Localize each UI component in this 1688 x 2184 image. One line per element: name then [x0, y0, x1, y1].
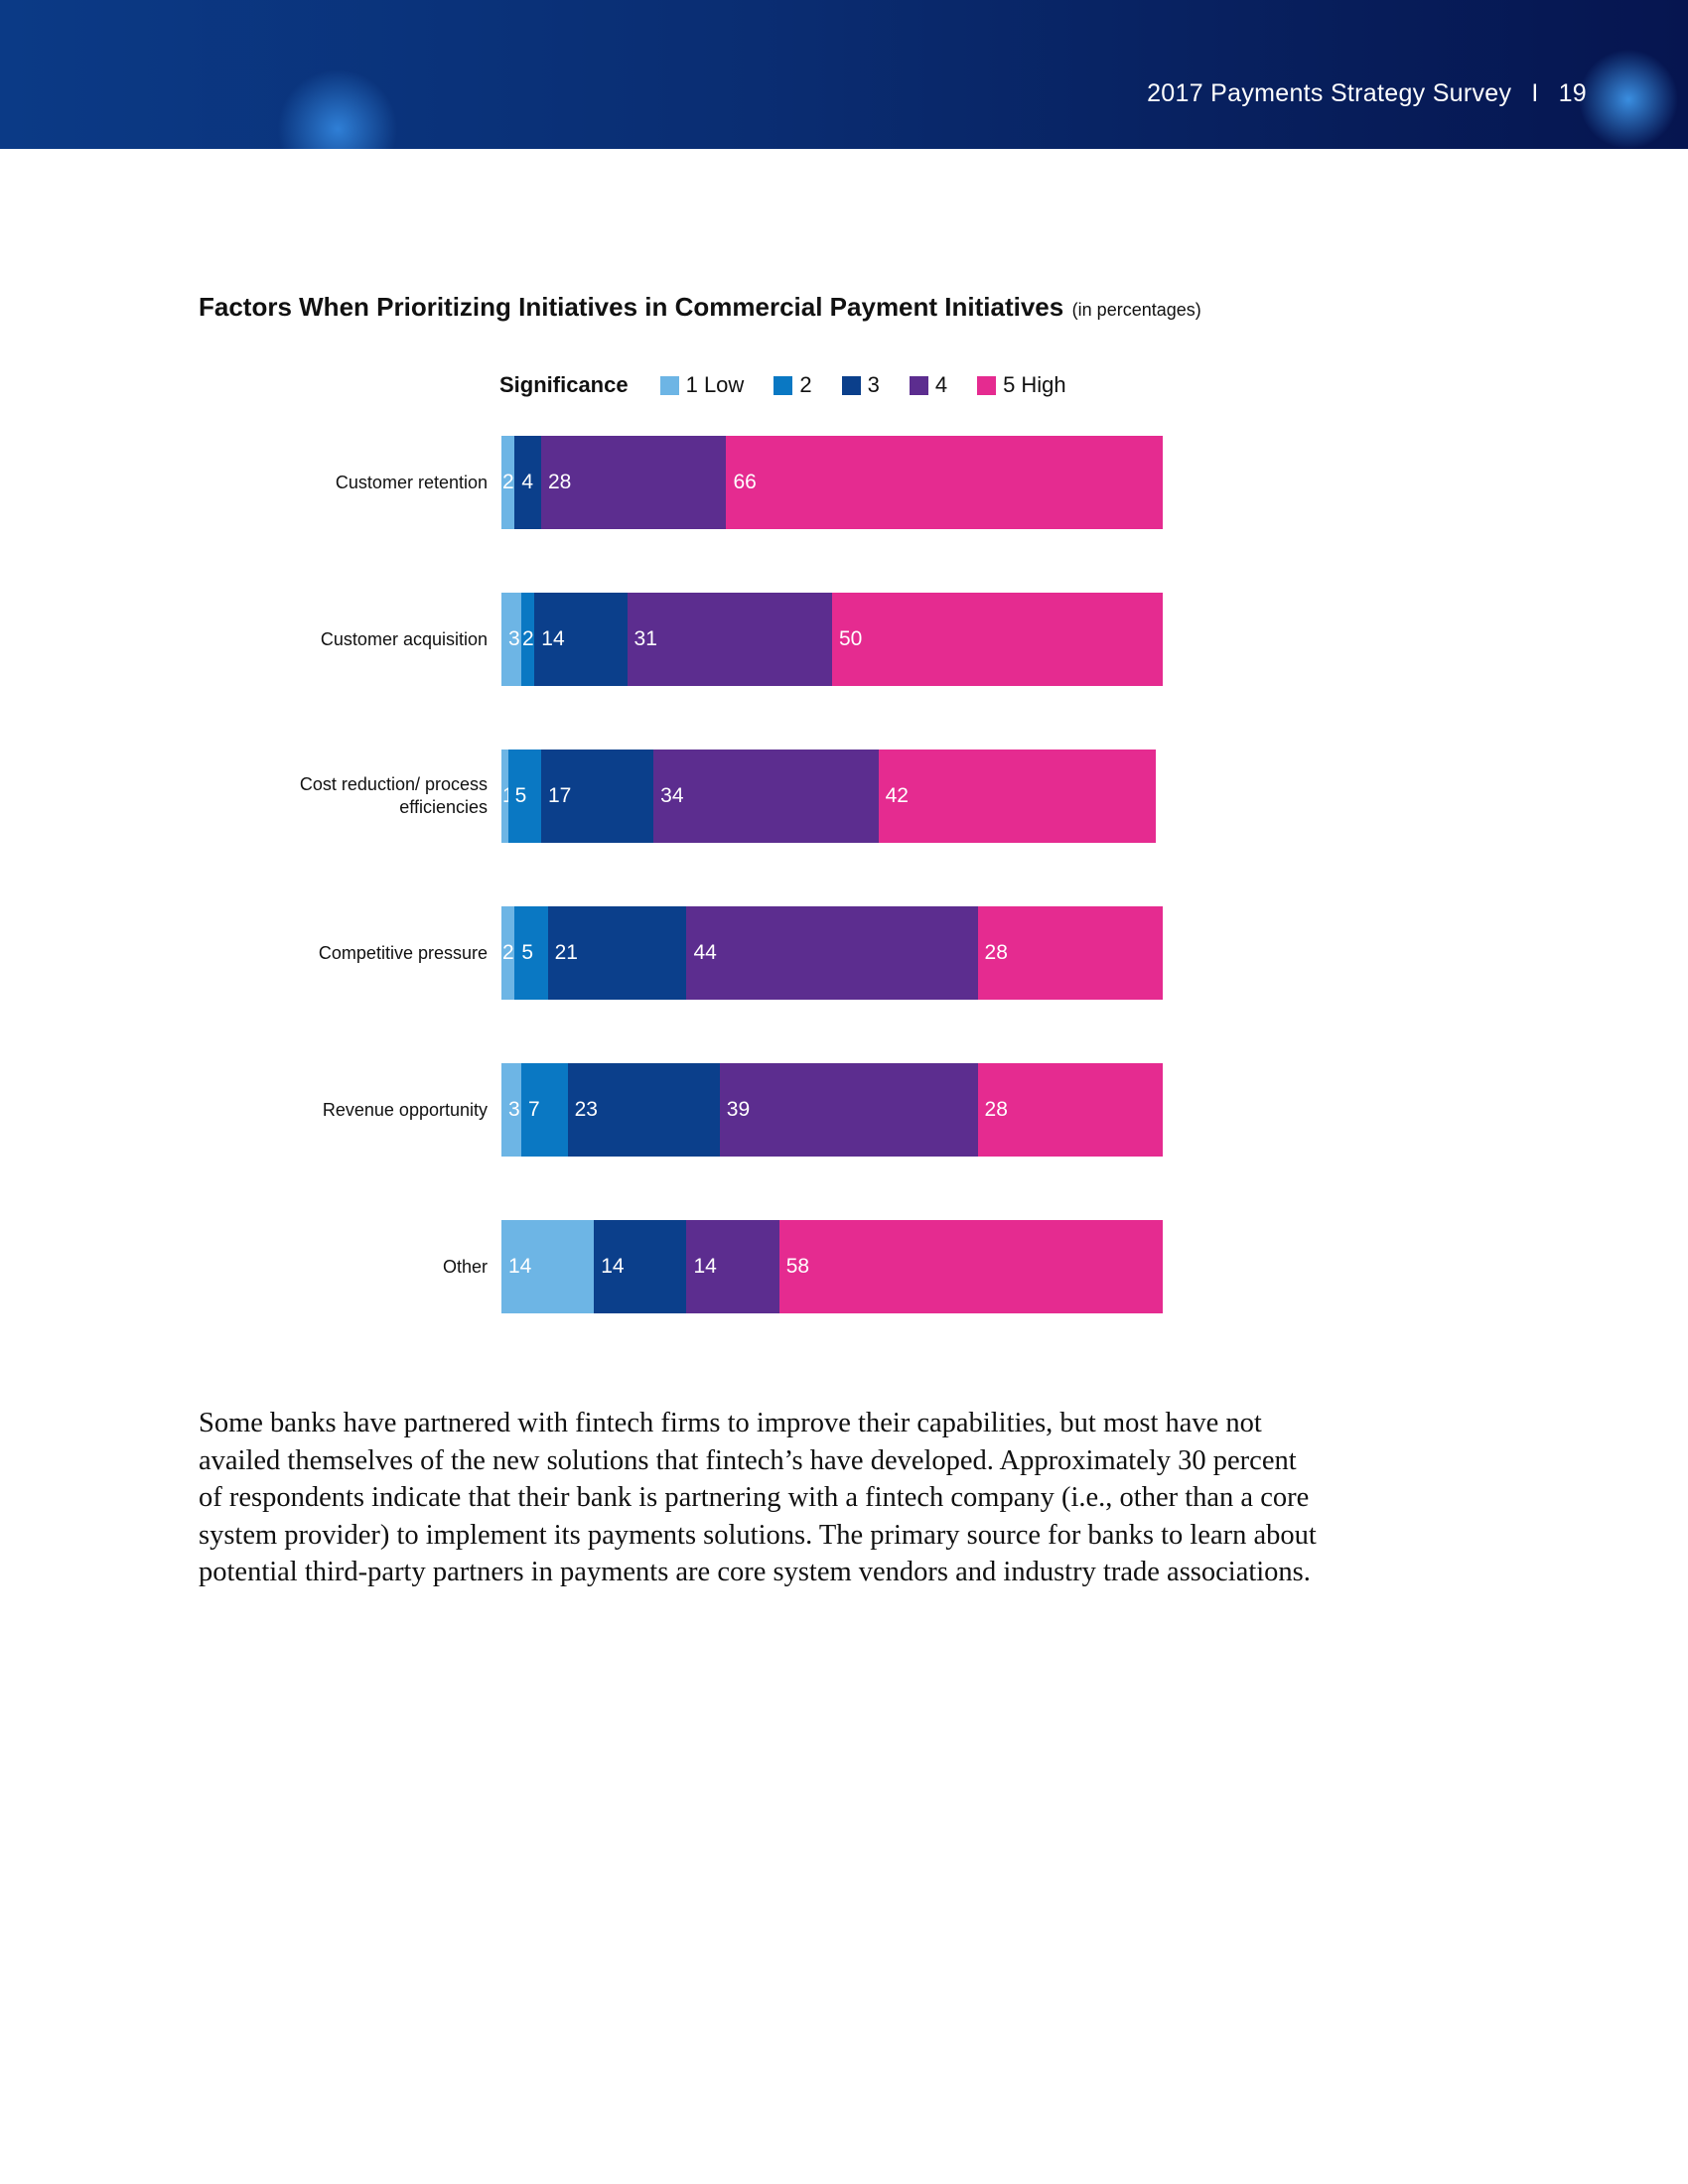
bar-segment — [540, 436, 727, 529]
bar-segment — [686, 906, 978, 1000]
legend-label: 5 High — [1003, 372, 1066, 397]
chart-title: Factors When Prioritizing Initiatives in… — [199, 292, 1064, 322]
category-label: Competitive pressure — [318, 942, 488, 963]
bar-segment — [977, 1063, 1163, 1157]
header-text: 2017 Payments Strategy Survey I 19 — [1147, 79, 1587, 108]
chart-heading: Factors When Prioritizing Initiatives in… — [199, 292, 1201, 323]
bar-segment — [567, 1063, 720, 1157]
legend-label: 1 Low — [685, 372, 745, 397]
bar-segment — [878, 750, 1157, 843]
bar-segment — [501, 1063, 521, 1157]
value-label: 7 — [527, 1098, 540, 1121]
value-label: 39 — [726, 1098, 751, 1121]
category-label: Customer acquisition — [320, 628, 488, 649]
value-label: 14 — [693, 1255, 717, 1278]
value-label: 2 — [502, 941, 514, 964]
legend-swatch — [909, 375, 928, 395]
legend-label: 2 — [799, 372, 812, 397]
bar-segment — [501, 436, 515, 529]
bar-segment — [520, 593, 535, 686]
bar-segment — [507, 750, 541, 843]
legend-item: 1 Low — [659, 372, 745, 398]
value-label: 44 — [693, 941, 717, 964]
value-label: 4 — [521, 471, 533, 493]
bar-segment — [686, 1220, 779, 1313]
legend-label: 4 — [934, 372, 948, 397]
legend-swatch — [841, 375, 861, 395]
bar-segment — [514, 436, 541, 529]
value-label: 31 — [633, 627, 657, 650]
value-label: 14 — [601, 1255, 625, 1278]
bar-segment — [540, 750, 654, 843]
value-label: 50 — [839, 627, 863, 650]
bar-segment — [832, 593, 1163, 686]
value-label: 28 — [984, 1098, 1008, 1121]
value-label: 58 — [785, 1255, 810, 1278]
category-label: Other — [442, 1256, 488, 1277]
value-label: 28 — [984, 941, 1008, 964]
value-label: 2 — [521, 627, 534, 650]
header-band: 2017 Payments Strategy Survey I 19 — [0, 0, 1688, 149]
legend: Significance 1 Low 2 3 4 5 High — [499, 372, 1096, 398]
bar-segment — [501, 750, 508, 843]
value-label: 14 — [541, 627, 565, 650]
value-label: 23 — [574, 1098, 598, 1121]
bar-segment — [534, 593, 628, 686]
bar-segment — [514, 906, 548, 1000]
bar-segment — [594, 1220, 687, 1313]
page-number: 19 — [1558, 79, 1587, 107]
bar-segment — [547, 906, 687, 1000]
value-label: 34 — [660, 784, 684, 807]
value-label: 17 — [547, 784, 572, 807]
value-label: 14 — [508, 1255, 532, 1278]
value-label: 5 — [521, 941, 533, 964]
legend-item: 5 High — [977, 372, 1066, 398]
bar-segment — [501, 593, 521, 686]
value-label: 21 — [554, 941, 578, 964]
legend-swatch — [977, 375, 997, 395]
chart-subtitle: (in percentages) — [1071, 300, 1201, 320]
legend-swatch — [659, 375, 679, 395]
value-label: 66 — [733, 471, 757, 493]
value-label: 3 — [508, 627, 520, 650]
value-label: 42 — [885, 784, 909, 807]
value-label: 3 — [508, 1098, 520, 1121]
value-label: 5 — [514, 784, 527, 807]
body-paragraph: Some banks have partnered with fintech f… — [199, 1408, 1317, 1588]
category-label: Cost reduction/ process efficiencies — [299, 774, 488, 817]
legend-item: 3 — [841, 372, 880, 398]
bar-segment — [726, 436, 1163, 529]
legend-title: Significance — [499, 372, 629, 397]
legend-label: 3 — [867, 372, 880, 397]
bar-segment — [977, 906, 1163, 1000]
chart: Factors When Prioritizing Initiatives in… — [0, 278, 1688, 1370]
legend-item: 4 — [909, 372, 948, 398]
bar-segment — [778, 1220, 1163, 1313]
bar-segment — [501, 1220, 595, 1313]
category-label: Revenue opportunity — [322, 1099, 488, 1120]
bar-segment — [520, 1063, 568, 1157]
header-title: 2017 Payments Strategy Survey — [1147, 79, 1512, 107]
value-label: 2 — [502, 471, 514, 493]
legend-item: 2 — [774, 372, 812, 398]
bar-segment — [653, 750, 879, 843]
value-label: 28 — [547, 471, 572, 493]
bar-segment — [501, 906, 515, 1000]
category-label: Customer retention — [335, 472, 488, 492]
bar-segment — [719, 1063, 978, 1157]
bar-segment — [627, 593, 832, 686]
header-separator: I — [1531, 79, 1539, 107]
legend-swatch — [774, 375, 793, 395]
